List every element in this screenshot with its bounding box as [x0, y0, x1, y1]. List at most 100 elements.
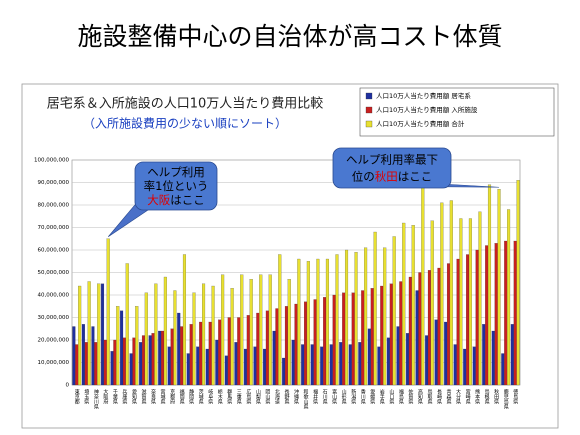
bar	[386, 337, 390, 386]
bar	[215, 339, 219, 386]
bar	[377, 346, 381, 386]
bar	[418, 272, 422, 386]
bar	[87, 281, 91, 386]
bar	[297, 258, 301, 386]
x-tick-label: 高知県	[417, 388, 423, 405]
callout-segment: 秋田	[375, 169, 398, 183]
x-tick-label: 宮城県	[160, 388, 166, 405]
bar	[158, 330, 162, 386]
callout-segment: 率1位という	[144, 179, 209, 193]
chart-title: 居宅系＆入所施設の人口10万人当たり費用比較	[47, 96, 324, 112]
x-tick-label: 静岡県	[188, 388, 194, 405]
bar	[199, 321, 203, 386]
bar	[113, 339, 117, 386]
bar	[211, 285, 215, 386]
bar	[459, 218, 463, 386]
callout-text: ヘルプ利用	[147, 164, 205, 178]
x-tick-label: 広島県	[245, 388, 251, 405]
bar	[408, 276, 412, 386]
x-tick-label: 石川県	[322, 389, 328, 405]
x-tick-label: 北海道	[274, 388, 280, 405]
bar	[380, 285, 384, 386]
bar	[125, 263, 129, 386]
x-tick-label: 兵庫県	[121, 388, 127, 405]
bar	[268, 274, 272, 386]
bar	[434, 319, 438, 386]
bar	[339, 342, 343, 386]
y-tick-label: 20,000,000	[38, 338, 70, 344]
bar	[313, 299, 317, 386]
x-tick-label: 群馬県	[226, 388, 232, 405]
y-tick-label: 40,000,000	[38, 293, 70, 299]
bar	[246, 315, 250, 386]
bar	[463, 348, 467, 386]
x-tick-label: 福島県	[398, 388, 404, 405]
legend-label: 人口10万人当たり費用額 合計	[376, 119, 465, 128]
slide-title: 施設整備中心の自治体が高コスト体質	[77, 22, 502, 51]
x-tick-label: 滋賀県	[140, 388, 146, 405]
bar	[177, 312, 181, 386]
x-tick-label: 岐阜県	[207, 388, 213, 405]
bar	[106, 238, 110, 386]
bar	[370, 288, 374, 386]
bar	[482, 324, 486, 386]
bar	[275, 308, 279, 386]
x-tick-label: 山形県	[341, 388, 347, 405]
callout-box	[332, 147, 452, 189]
bar	[218, 319, 222, 386]
bar	[472, 346, 476, 386]
bar	[122, 337, 126, 386]
y-tick-label: 70,000,000	[38, 225, 70, 231]
bar	[103, 339, 107, 386]
bar	[329, 344, 333, 386]
bar	[389, 283, 393, 386]
x-tick-label: 長野県	[283, 389, 289, 405]
bar	[196, 346, 200, 386]
x-tick-label: 長崎県	[436, 389, 442, 405]
bar	[249, 279, 253, 386]
bar	[170, 328, 174, 386]
bar	[205, 348, 209, 386]
bar	[294, 303, 298, 386]
x-tick-label: 東京都	[74, 388, 80, 405]
bar	[139, 342, 143, 386]
bar	[383, 247, 387, 386]
bar	[180, 326, 184, 386]
x-tick-label: 岩手県	[379, 388, 385, 405]
bar	[437, 267, 441, 386]
bar	[129, 353, 133, 386]
bar	[487, 184, 492, 386]
bar	[253, 346, 257, 386]
bar	[84, 342, 88, 386]
bar	[287, 279, 291, 386]
bar	[497, 189, 501, 386]
bar	[475, 249, 479, 386]
bar	[335, 254, 339, 386]
x-tick-label: 鳥取県	[426, 388, 432, 405]
bar	[163, 276, 167, 386]
bar	[358, 342, 362, 386]
bar	[141, 335, 146, 386]
bar	[110, 351, 114, 386]
bar	[491, 330, 495, 386]
bar	[282, 357, 286, 386]
bar	[348, 344, 352, 386]
bar	[430, 220, 434, 386]
legend-box	[359, 87, 555, 137]
bar	[323, 297, 327, 386]
x-tick-label: 熊本県	[474, 388, 480, 405]
legend-swatch	[365, 120, 373, 128]
bar	[501, 353, 505, 386]
x-tick-label: 佐賀県	[407, 388, 413, 405]
legend-label: 人口10万人当たり費用額 居宅系	[376, 91, 471, 100]
x-tick-label: 神奈川県	[93, 388, 99, 410]
callout-text: 大阪はここ	[147, 193, 205, 207]
bar	[427, 270, 431, 386]
x-tick-label: 和歌山県	[303, 388, 309, 410]
bar	[485, 245, 489, 386]
bar	[272, 330, 276, 386]
bar	[227, 317, 231, 386]
callout-segment: ヘルプ利用	[147, 164, 205, 178]
x-tick-label: 山口県	[388, 388, 394, 405]
